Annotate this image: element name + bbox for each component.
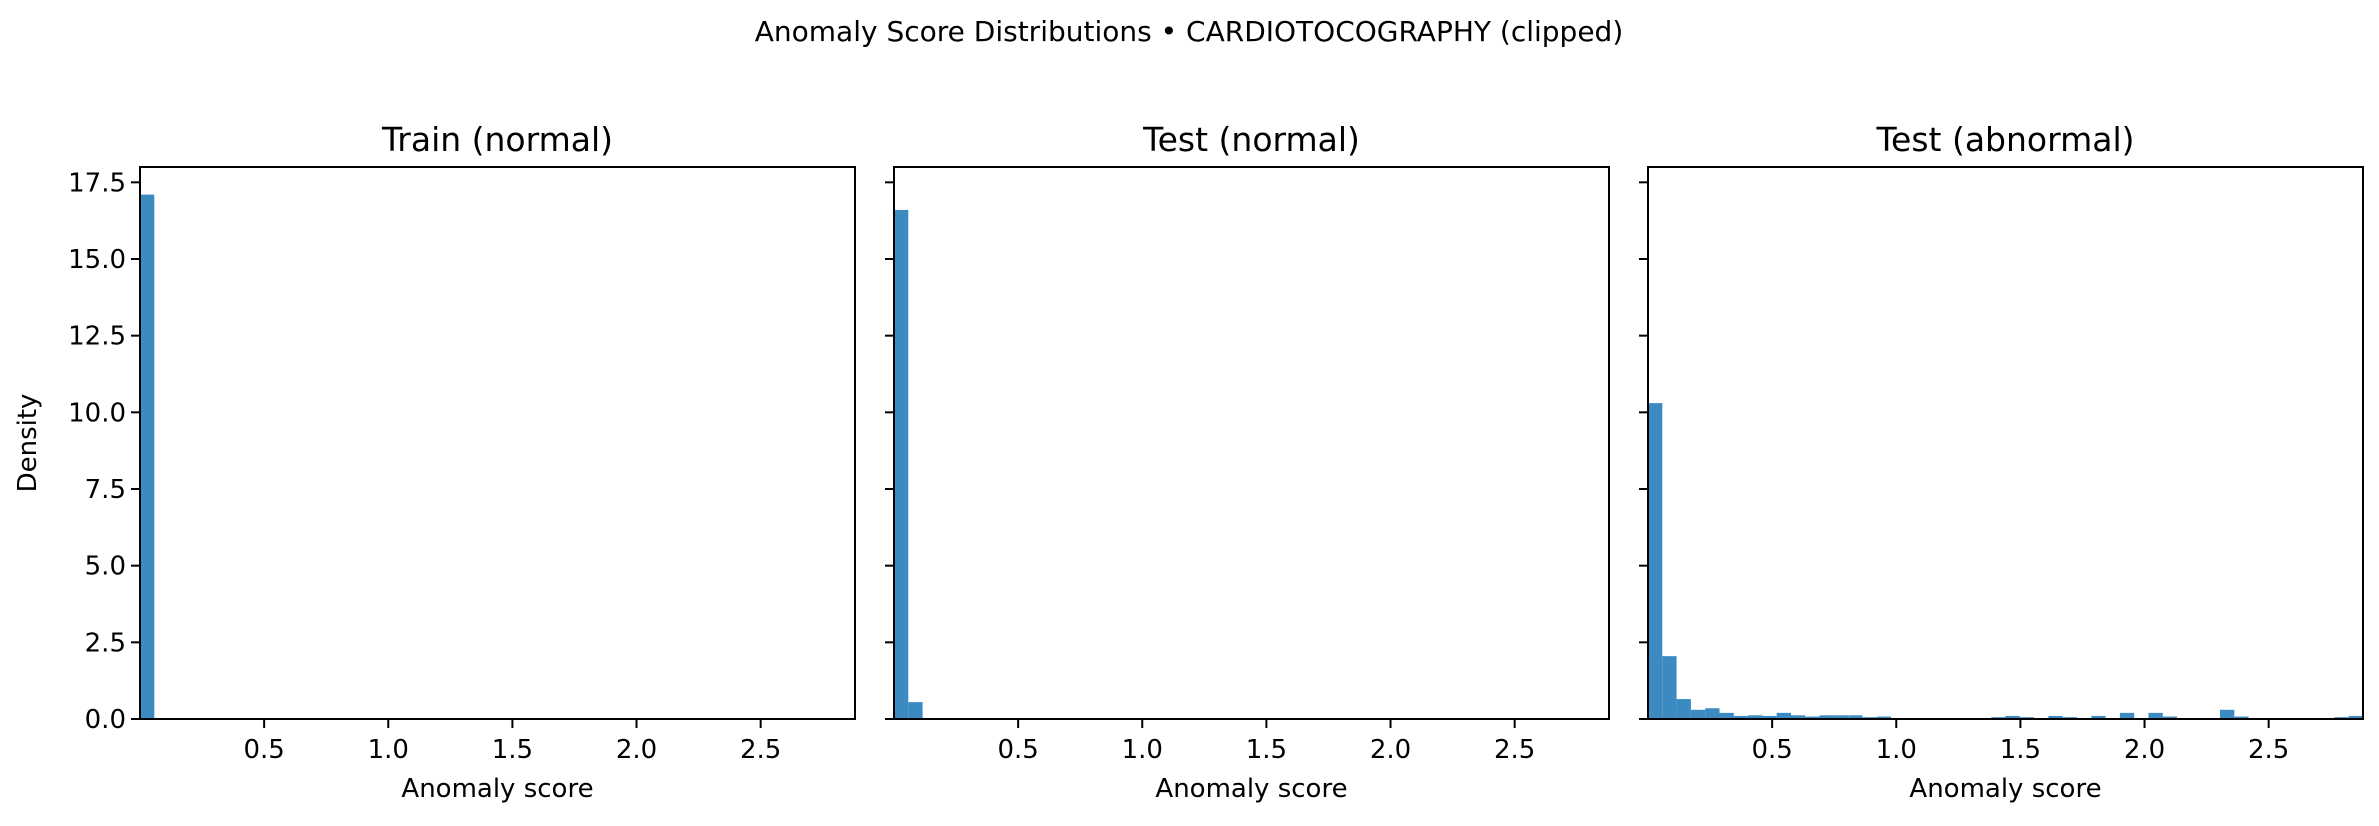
histogram-bar xyxy=(1833,715,1849,719)
x-tick-label: 2.0 xyxy=(616,735,657,765)
figure-title: Anomaly Score Distributions • CARDIOTOCO… xyxy=(755,15,1624,48)
y-tick-label: 5.0 xyxy=(85,552,126,582)
histogram-bar xyxy=(1719,712,1734,719)
panel-title: Test (abnormal) xyxy=(1875,120,2134,159)
x-tick-label: 0.5 xyxy=(997,735,1038,765)
axes-frame xyxy=(893,166,1610,720)
histogram-bar xyxy=(1876,716,1892,719)
x-tick-label: 2.5 xyxy=(2248,735,2289,765)
histogram-bar xyxy=(140,194,155,720)
y-tick-label: 0.0 xyxy=(85,705,126,735)
x-tick-label: 1.5 xyxy=(1246,735,1287,765)
histogram-bar xyxy=(2348,715,2363,719)
y-tick-label: 7.5 xyxy=(85,475,126,505)
histogram-bar xyxy=(2005,715,2020,719)
x-tick-label: 1.5 xyxy=(2000,735,2041,765)
histogram-bar xyxy=(2148,712,2163,719)
histogram-bar xyxy=(1805,716,1820,719)
y-tick-label: 12.5 xyxy=(68,322,126,352)
x-tick-label: 2.0 xyxy=(2124,735,2165,765)
histogram-bar xyxy=(908,702,923,719)
chart-panel-1: 0.5 1.0 1.5 2.0 2.5 0.0 2.5 5.0 7.5 10.0 12.5 15.0 1… xyxy=(13,120,856,804)
histogram-bar xyxy=(2162,716,2178,719)
panels: 0.5 1.0 1.5 2.0 2.5 0.0 2.5 5.0 7.5 10.0 12.5 15.0 1… xyxy=(13,120,2364,804)
histogram-bar xyxy=(894,209,909,719)
histogram-bar xyxy=(2048,715,2063,719)
x-tick-label: 1.0 xyxy=(1876,735,1917,765)
y-axis-label: Density xyxy=(13,394,43,493)
x-axis-label: Anomaly score xyxy=(401,774,593,804)
axes-frame xyxy=(139,166,856,720)
chart-panel-3: 0.5 1.0 1.5 2.0 2.5 Test (abnormal) Anomaly sc… xyxy=(1639,120,2364,804)
histogram-bar xyxy=(1748,715,1763,719)
histogram-bar xyxy=(1733,715,1749,719)
y-tick-label: 10.0 xyxy=(68,398,126,428)
y-tick-label: 17.5 xyxy=(68,168,126,198)
histogram-bar xyxy=(1819,715,1834,719)
x-tick-label: 1.0 xyxy=(368,735,409,765)
histogram-bar xyxy=(2091,715,2106,719)
y-tick-label: 15.0 xyxy=(68,245,126,275)
histogram-bar xyxy=(1762,715,1777,719)
x-tick-label: 1.0 xyxy=(1122,735,1163,765)
x-tick-label: 2.5 xyxy=(740,735,781,765)
x-tick-label: 0.5 xyxy=(1751,735,1792,765)
x-axis-label: Anomaly score xyxy=(1909,774,2101,804)
histogram-bar xyxy=(1676,699,1691,719)
histogram-bar xyxy=(1848,715,1863,719)
histogram-bar xyxy=(1648,403,1663,719)
histogram-bar xyxy=(1705,708,1720,719)
x-tick-label: 2.0 xyxy=(1370,735,1411,765)
histogram-bar xyxy=(2234,716,2249,719)
histogram-bar xyxy=(1791,715,1806,719)
x-tick-label: 0.5 xyxy=(243,735,284,765)
x-tick-label: 1.5 xyxy=(492,735,533,765)
x-axis-label: Anomaly score xyxy=(1155,774,1347,804)
histogram-bar xyxy=(1776,712,1791,719)
histogram-bar xyxy=(2119,712,2135,719)
chart-panel-2: 0.5 1.0 1.5 2.0 2.5 Test (normal) Anomaly scor… xyxy=(885,120,1610,804)
histogram-bar xyxy=(2220,709,2235,719)
x-tick-label: 2.5 xyxy=(1494,735,1535,765)
histogram-bar xyxy=(1690,709,1706,719)
axes-frame xyxy=(1647,166,2364,720)
histogram-bar xyxy=(1662,656,1677,719)
panel-title: Train (normal) xyxy=(381,120,613,159)
panel-title: Test (normal) xyxy=(1142,120,1360,159)
y-tick-label: 2.5 xyxy=(85,628,126,658)
